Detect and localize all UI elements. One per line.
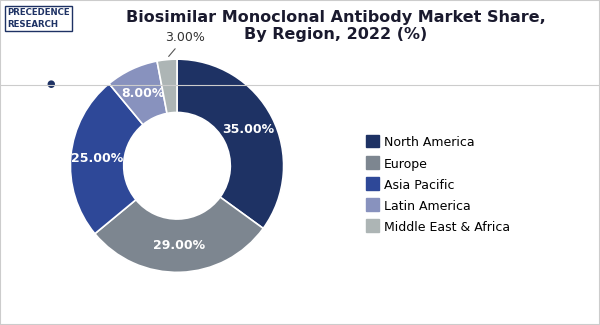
Legend: North America, Europe, Asia Pacific, Latin America, Middle East & Africa: North America, Europe, Asia Pacific, Lat… — [366, 136, 510, 234]
Wedge shape — [157, 59, 177, 113]
Wedge shape — [109, 61, 167, 125]
Text: Biosimilar Monoclonal Antibody Market Share,
By Region, 2022 (%): Biosimilar Monoclonal Antibody Market Sh… — [126, 10, 546, 42]
Wedge shape — [177, 59, 284, 228]
Text: 25.00%: 25.00% — [71, 152, 124, 165]
Text: 8.00%: 8.00% — [121, 87, 164, 100]
Text: 35.00%: 35.00% — [222, 123, 274, 136]
Text: PRECEDENCE
RESEARCH: PRECEDENCE RESEARCH — [7, 8, 70, 29]
Wedge shape — [95, 197, 263, 272]
Wedge shape — [70, 84, 143, 234]
Text: 29.00%: 29.00% — [154, 239, 206, 252]
Text: 3.00%: 3.00% — [165, 31, 205, 57]
Text: ●: ● — [47, 80, 55, 89]
